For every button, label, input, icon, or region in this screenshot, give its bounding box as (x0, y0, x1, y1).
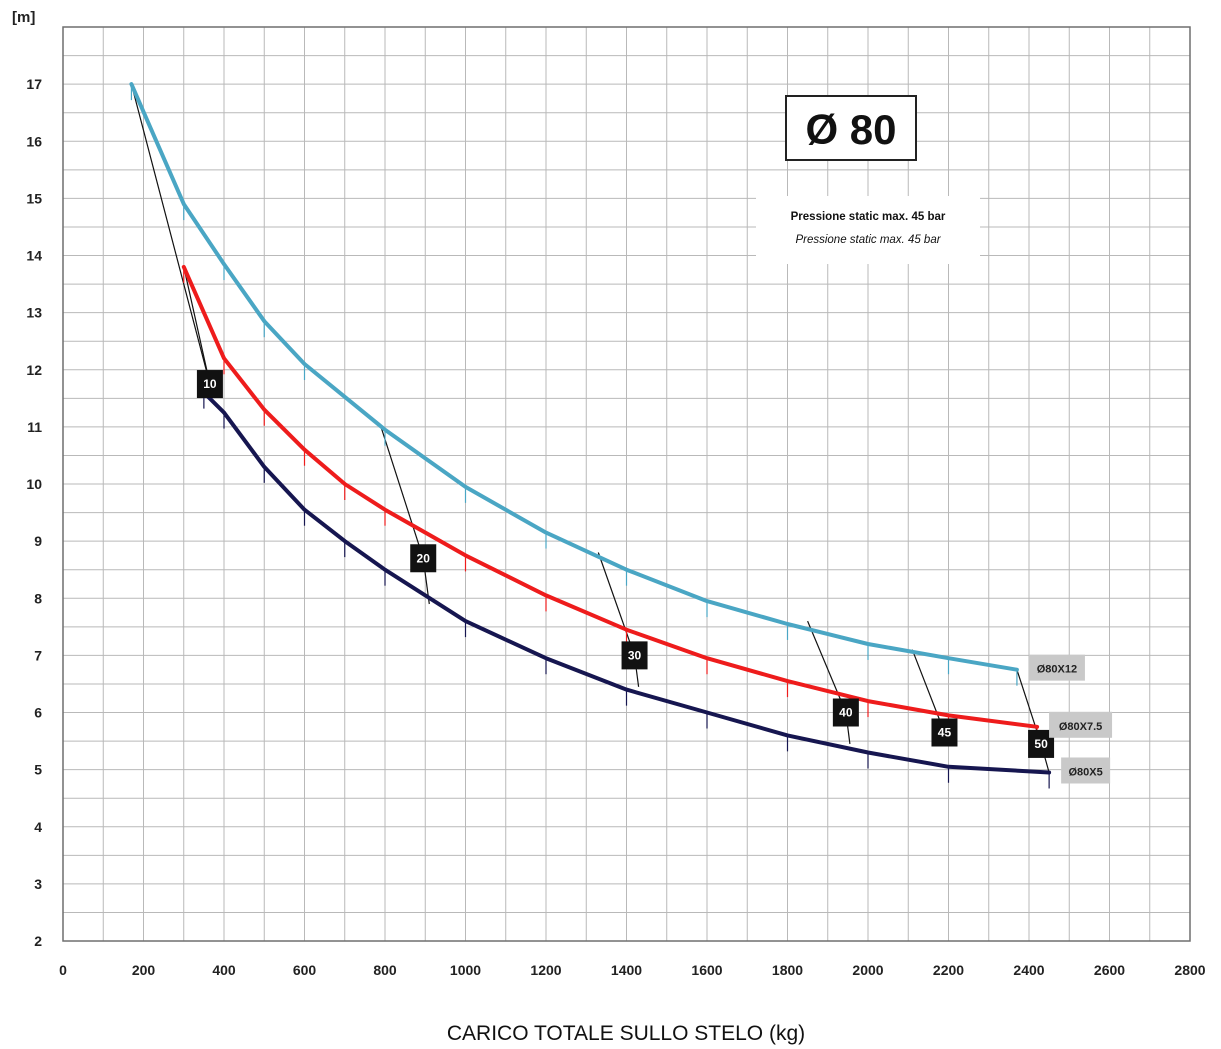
x-tick-label: 0 (59, 962, 67, 978)
y-tick-label: 2 (34, 933, 42, 949)
note-line-1: Pressione static max. 45 bar (791, 211, 946, 223)
x-tick-label: 200 (132, 962, 156, 978)
y-tick-label: 16 (26, 133, 42, 149)
y-tick-label: 4 (34, 819, 42, 835)
y-tick-label: 3 (34, 876, 42, 892)
pressure-tag-box (410, 544, 437, 573)
x-tick-label: 1000 (450, 962, 481, 978)
x-tick-labels: 0 200 400 600 800 1000 1200 1400 1600 1800 2000 220… (59, 962, 1206, 978)
y-tick-label: 13 (26, 305, 42, 321)
x-tick-label: 2000 (852, 962, 883, 978)
series-tag-label: Ø80X12 (1037, 664, 1077, 676)
y-tick-label: 6 (34, 705, 42, 721)
pressure-tag-box (621, 641, 648, 670)
y-tick-label: 9 (34, 533, 42, 549)
y-tick-label: 15 (26, 190, 42, 206)
series-tag: Ø80X5 (1061, 757, 1111, 784)
note-box: Pressione static max. 45 bar Pressione s… (756, 196, 980, 264)
pressure-tag-label: 20 (417, 551, 431, 565)
pressure-tag: 40 (832, 698, 859, 727)
series-tag-label: Ø80X5 (1069, 766, 1103, 778)
axes (62, 26, 1191, 942)
pressure-line (597, 552, 636, 656)
pressure-tag: 45 (931, 718, 958, 747)
pressure-line (807, 620, 847, 713)
series-tag: Ø80X12 (1028, 654, 1085, 681)
pressure-tag-label: 40 (839, 706, 853, 720)
pressure-tag-label: 10 (203, 377, 217, 391)
y-tick-labels: 2 3 4 5 6 7 8 9 10 11 12 13 14 15 16 17 (26, 76, 42, 949)
series-tag-label: Ø80X7.5 (1059, 721, 1102, 733)
x-axis-label: CARICO TOTALE SULLO STELO (kg) (447, 1022, 805, 1045)
series-labels: Ø80X12 Ø80X7.5 Ø80X5 (1028, 654, 1113, 784)
pressure-line (183, 266, 211, 385)
series-tag-box (1049, 711, 1113, 738)
pressure-tag-box (832, 698, 859, 727)
y-tick-label: 17 (26, 76, 42, 92)
series-line (181, 264, 1040, 729)
pressure-line (130, 83, 211, 385)
plot-frame (62, 26, 1191, 942)
x-tick-label: 2400 (1013, 962, 1044, 978)
y-tick-label: 14 (26, 248, 42, 264)
pressure-tag: 10 (196, 370, 223, 399)
x-tick-label: 800 (373, 962, 397, 978)
pressure-tag-label: 45 (938, 725, 952, 739)
grid (62, 26, 1191, 942)
pressure-labels: 10 20 30 40 45 50 (196, 370, 1055, 758)
series-lines (129, 82, 1052, 789)
y-tick-label: 10 (26, 476, 42, 492)
pressure-tag-label: 50 (1034, 737, 1048, 751)
x-tick-label: 600 (293, 962, 317, 978)
y-tick-label: 8 (34, 590, 42, 606)
series-tag: Ø80X7.5 (1049, 711, 1113, 738)
series-line (201, 390, 1052, 775)
note-line-2: Pressione static max. 45 bar (795, 234, 941, 246)
pressure-tag: 20 (410, 544, 437, 573)
y-tick-label: 5 (34, 762, 42, 778)
title-box: Ø 80 (785, 95, 917, 161)
series-tag-box (1028, 654, 1085, 681)
x-tick-label: 1800 (772, 962, 803, 978)
y-axis-label: [m] (12, 9, 35, 26)
x-tick-label: 1600 (691, 962, 722, 978)
pressure-tag: 30 (621, 641, 648, 670)
pressure-line (380, 426, 424, 559)
x-tick-label: 2600 (1094, 962, 1125, 978)
x-tick-label: 2200 (933, 962, 964, 978)
x-tick-label: 400 (212, 962, 236, 978)
series-line (129, 82, 1019, 672)
pressure-tag-label: 30 (628, 648, 642, 662)
chart-title: Ø 80 (805, 106, 896, 153)
x-tick-label: 1200 (530, 962, 561, 978)
series-tag-box (1061, 757, 1111, 784)
y-tick-label: 7 (34, 647, 42, 663)
y-tick-label: 12 (26, 362, 42, 378)
x-tick-label: 1400 (611, 962, 642, 978)
x-tick-label: 2800 (1174, 962, 1205, 978)
y-tick-label: 11 (27, 419, 42, 435)
pressure-tag-box (196, 370, 223, 399)
pressure-tag-box (931, 718, 958, 747)
